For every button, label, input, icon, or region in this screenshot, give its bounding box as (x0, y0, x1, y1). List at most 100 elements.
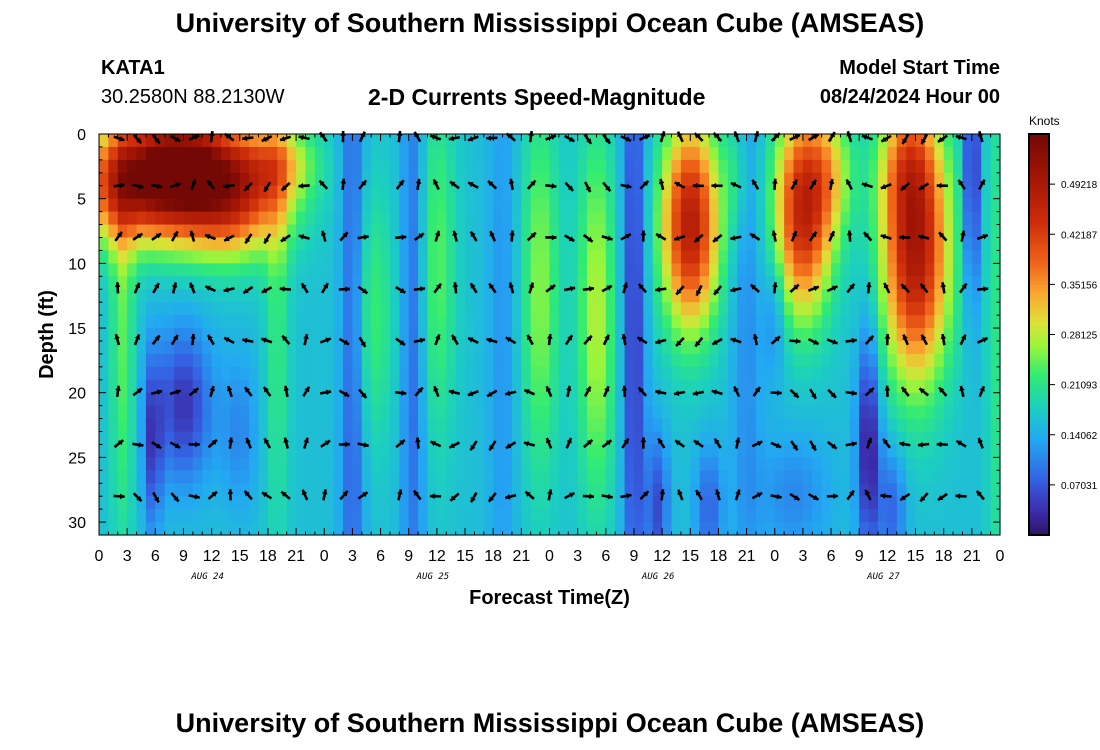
heatmap-cell (624, 470, 635, 484)
heatmap-cell (465, 509, 476, 523)
current-arrow (583, 133, 593, 145)
heatmap-cell (286, 379, 297, 394)
heatmap-cell (239, 405, 250, 420)
current-arrow-head (361, 392, 367, 399)
heatmap-cell (465, 418, 476, 433)
heatmap-cell (239, 509, 250, 523)
heatmap-cell (568, 237, 579, 252)
heatmap-cell (662, 198, 673, 213)
heatmap-cell (465, 366, 476, 381)
heatmap-cell (868, 211, 879, 226)
heatmap-cell (934, 509, 945, 523)
current-arrow-head (205, 285, 211, 291)
heatmap-cell (371, 366, 382, 381)
heatmap-cell (305, 366, 316, 381)
heatmap-cell (887, 405, 898, 420)
heatmap-cell (474, 315, 485, 329)
heatmap-cell (286, 237, 297, 252)
heatmap-cell (258, 237, 269, 252)
heatmap-cell (267, 431, 278, 446)
heatmap-cell (680, 328, 691, 342)
heatmap-cell (324, 263, 335, 277)
heatmap-cell (981, 250, 992, 264)
heatmap-cell (812, 496, 823, 510)
colorbar-segment (1029, 498, 1049, 503)
heatmap-cell (136, 289, 147, 303)
heatmap-cell (915, 496, 926, 510)
heatmap-cell (540, 146, 551, 161)
heatmap-cell (633, 315, 644, 329)
heatmap-cell (671, 250, 682, 264)
heatmap-cell (502, 379, 513, 394)
heatmap-cell (558, 457, 569, 471)
current-arrow (113, 493, 125, 500)
heatmap-cell (671, 522, 682, 536)
heatmap-cell (746, 328, 757, 342)
heatmap-cell (558, 224, 569, 239)
heatmap-cell (596, 366, 607, 381)
current-arrow (637, 283, 648, 294)
heatmap-cell (802, 250, 813, 264)
heatmap-cell (934, 366, 945, 381)
heatmap-cell (605, 418, 616, 433)
current-arrow (243, 490, 253, 501)
heatmap-cell (455, 328, 466, 342)
heatmap-cell (737, 457, 748, 471)
heatmap-cell (587, 302, 598, 316)
heatmap-cell (727, 470, 738, 484)
heatmap-cell (221, 405, 231, 420)
heatmap-cell (859, 457, 870, 471)
colorbar-segment (1029, 468, 1049, 473)
heatmap-cell (502, 431, 513, 446)
heatmap-cell (493, 392, 504, 407)
current-arrow-head (280, 135, 286, 142)
heatmap-cell (249, 431, 260, 446)
heatmap-cell (371, 470, 382, 484)
current-arrow (602, 133, 612, 145)
heatmap-cell (483, 483, 494, 497)
colorbar-segment (1029, 311, 1049, 316)
heatmap-cell (690, 496, 701, 510)
heatmap-cell (99, 522, 109, 536)
heatmap-cell (859, 263, 870, 277)
heatmap-cell (924, 263, 935, 277)
heatmap-cell (221, 483, 231, 497)
heatmap-cell (427, 146, 438, 161)
heatmap-cell (709, 418, 720, 433)
current-arrow (260, 337, 273, 344)
heatmap-cell (718, 418, 729, 433)
heatmap-cell (540, 315, 551, 329)
heatmap-cell (230, 250, 241, 264)
colorbar-segment (1029, 438, 1049, 443)
heatmap-cell (558, 302, 569, 316)
heatmap-cell (680, 289, 691, 303)
colorbar-segment (1029, 214, 1049, 219)
colorbar-segment (1029, 197, 1049, 202)
heatmap-cell (577, 470, 588, 484)
heatmap-cell (465, 483, 476, 497)
heatmap-cell (221, 522, 231, 536)
heatmap-cell (971, 276, 982, 290)
heatmap-cell (99, 250, 109, 264)
heatmap-cell (399, 522, 410, 536)
heatmap-cell (249, 146, 260, 161)
heatmap-cell (474, 237, 485, 252)
heatmap-cell (746, 172, 757, 187)
heatmap-cell (624, 340, 635, 355)
heatmap-cell (737, 250, 748, 264)
heatmap-cell (117, 418, 128, 433)
heatmap-cell (221, 431, 231, 446)
heatmap-cell (962, 340, 973, 355)
heatmap-cell (577, 379, 588, 394)
heatmap-cell (230, 328, 241, 342)
heatmap-cell (605, 522, 616, 536)
heatmap-cell (953, 431, 964, 446)
heatmap-cell (145, 172, 156, 187)
heatmap-cell (511, 496, 522, 510)
heatmap-cell (915, 483, 926, 497)
heatmap-cell (305, 392, 316, 407)
current-arrow (734, 437, 741, 449)
x-tick-label: 18 (484, 548, 502, 565)
heatmap-cell (643, 159, 654, 174)
colorbar-segment (1029, 494, 1049, 499)
